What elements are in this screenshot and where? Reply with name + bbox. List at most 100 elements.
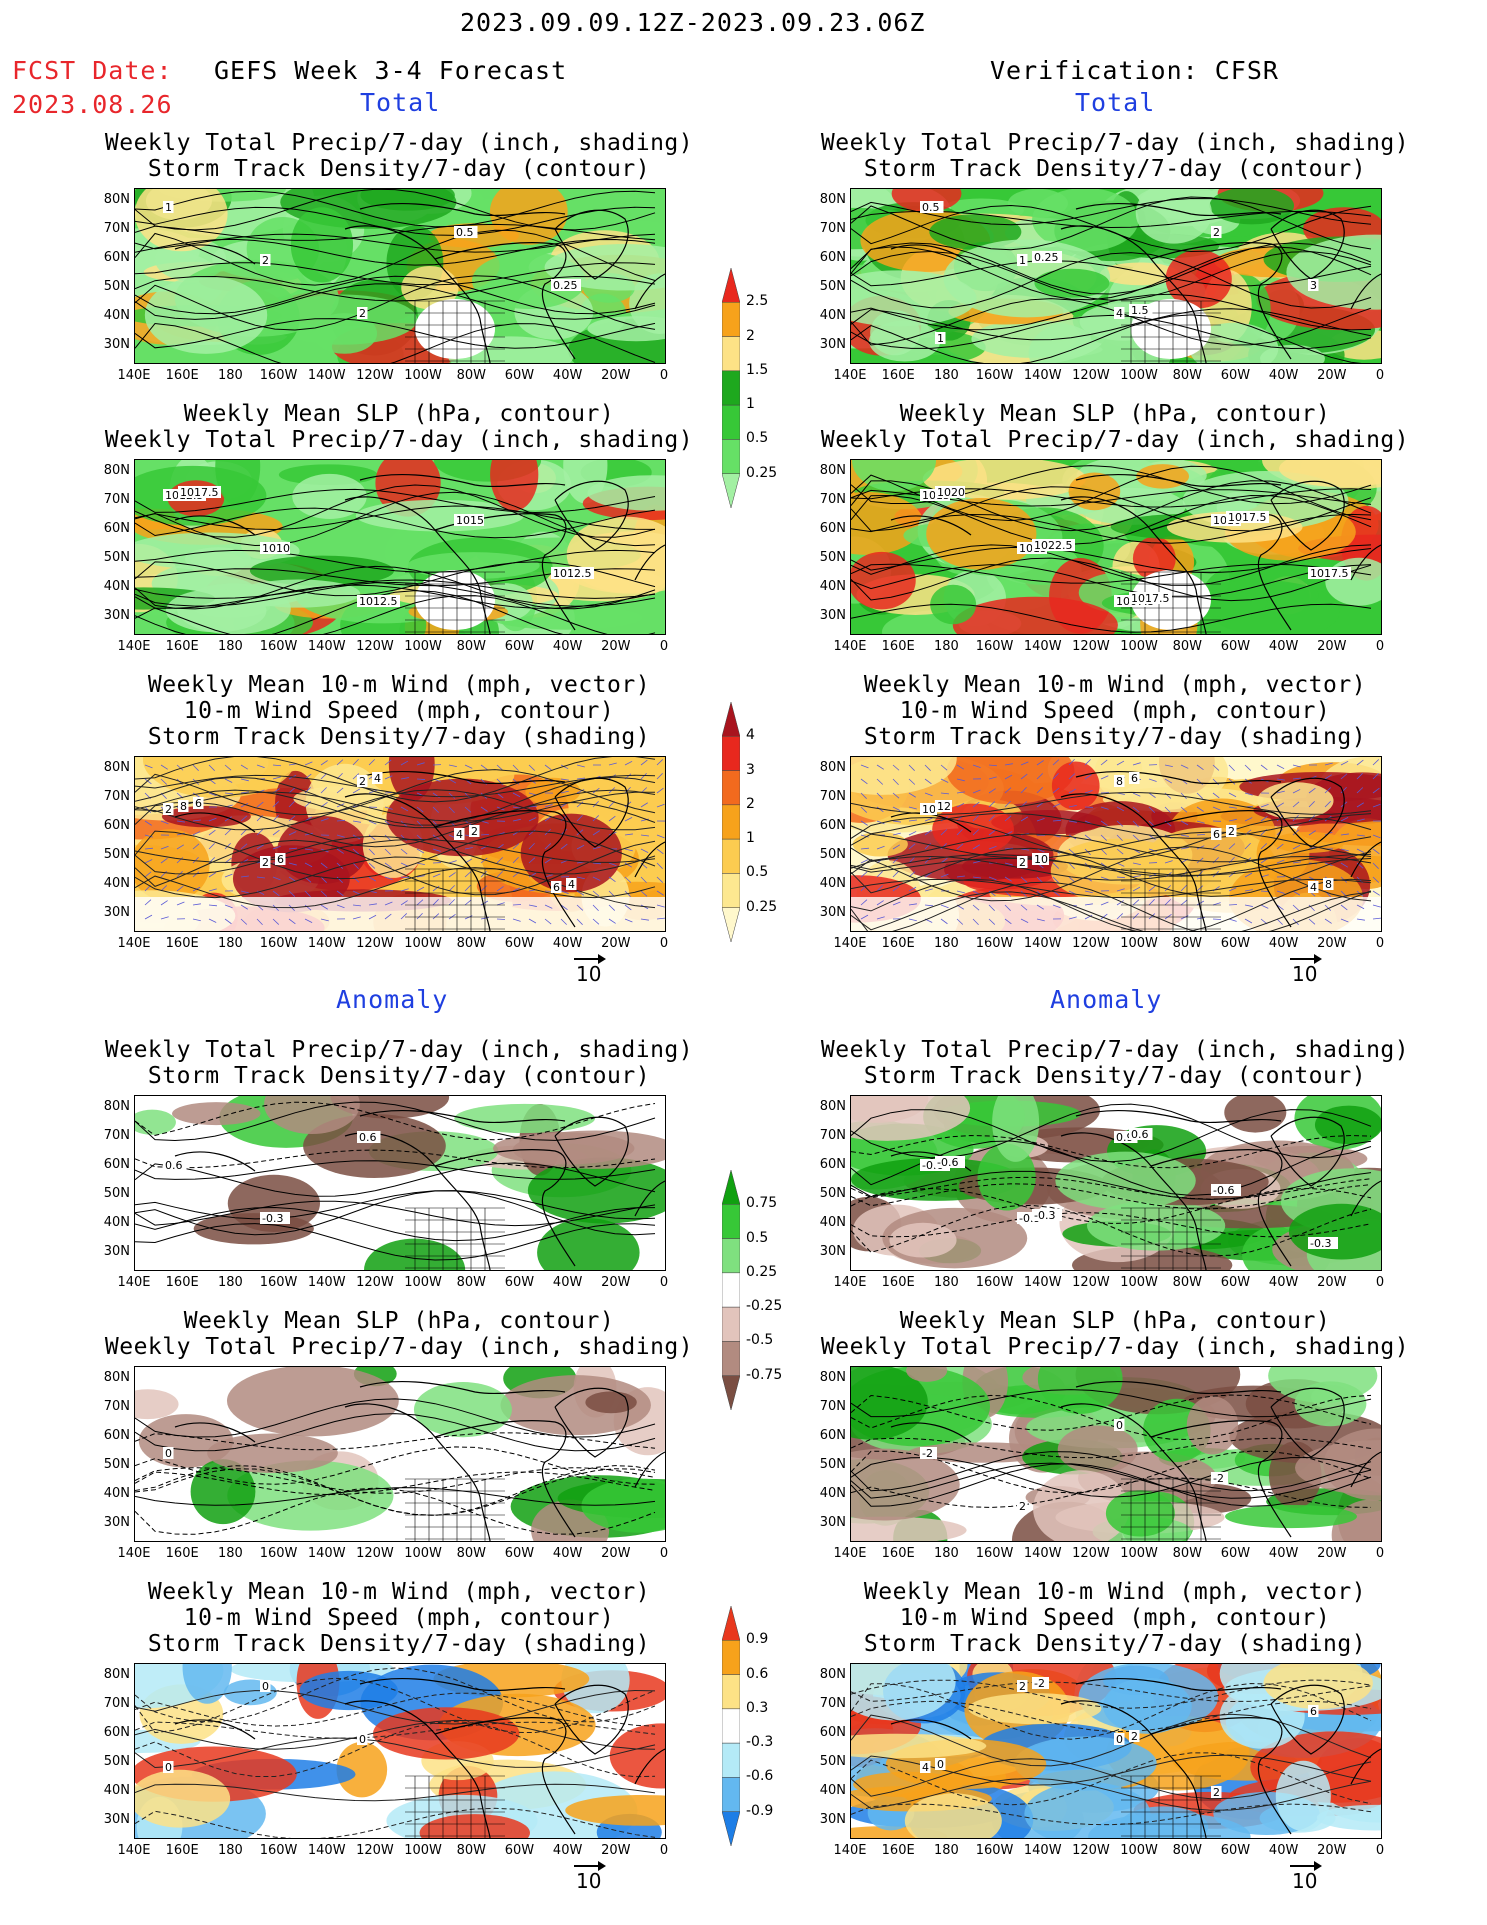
forecast-wind-total-contour-label: 2 xyxy=(165,803,172,816)
lat-tick-label: 60N xyxy=(103,1428,130,1443)
lon-tick-label: 120W xyxy=(356,639,394,654)
verification-slp-total-contour-label: 1017.5 xyxy=(1131,592,1170,605)
lon-tick-label: 0 xyxy=(659,936,669,951)
lon-tick-label: 140E xyxy=(833,639,867,654)
lon-tick-label: 80W xyxy=(1172,1546,1202,1561)
verification-wind-anom-contour-label: 0 xyxy=(937,1758,944,1771)
lon-tick-label: 60W xyxy=(504,1275,535,1290)
verification-precip-total-contour-label: 3 xyxy=(1310,279,1317,292)
lat-tick-label: 50N xyxy=(819,1186,846,1201)
lon-tick-label: 160W xyxy=(975,1275,1014,1290)
verification-precip-anom-map: -0.6 -0.9 0.9 -0.6 -0.3 -0.6 -0.3 0.6 xyxy=(850,1095,1382,1271)
verification-wind-anom-contour-label: 4 xyxy=(922,1761,929,1774)
lon-tick-label: 160E xyxy=(165,1275,199,1290)
forecast-precip-total-contour-label: 0.25 xyxy=(553,279,578,292)
lat-tick-label: 50N xyxy=(819,847,846,862)
forecast-wind-total-title-3: Storm Track Density/7-day (shading) xyxy=(147,724,651,750)
verification-slp-total-map: 101510151007.510101017.510201022.51017.5… xyxy=(850,459,1382,635)
verification-precip-anom-contour-label: -0.6 xyxy=(1213,1184,1234,1197)
lon-tick-label: 100W xyxy=(1120,1843,1158,1858)
forecast-wind-anom-title-1: Weekly Mean 10-m Wind (mph, vector) xyxy=(147,1579,651,1605)
lon-tick-label: 180 xyxy=(217,368,243,383)
vector-reference-label: 10 xyxy=(576,962,602,986)
lon-tick-label: 180 xyxy=(933,1546,959,1561)
verification-precip-total-contour-label: 0.25 xyxy=(1034,251,1059,264)
lat-tick-label: 70N xyxy=(819,1696,846,1711)
lon-tick-label: 160E xyxy=(881,639,915,654)
lon-tick-label: 180 xyxy=(217,936,243,951)
precip-anomaly-colorbar-tick-label: -0.5 xyxy=(746,1332,774,1349)
lat-tick-label: 60N xyxy=(103,1725,130,1740)
precip-total-colorbar-tick-label: 2 xyxy=(746,327,755,344)
lon-tick-label: 60W xyxy=(504,368,535,383)
storm-anomaly-colorbar-tick-label: 0.3 xyxy=(746,1699,769,1716)
lon-tick-label: 140W xyxy=(307,639,346,654)
lon-tick-label: 20W xyxy=(1317,1843,1347,1858)
verification-wind-total-title-2: 10-m Wind Speed (mph, contour) xyxy=(899,698,1331,724)
arrowhead-icon xyxy=(598,954,606,964)
storm-anomaly-colorbar-tick-label: -0.9 xyxy=(746,1802,774,1819)
lon-tick-label: 160W xyxy=(259,1843,298,1858)
verification-wind-anom-title-3: Storm Track Density/7-day (shading) xyxy=(863,1631,1367,1657)
lon-tick-label: 40W xyxy=(552,1275,583,1290)
lon-tick-label: 140W xyxy=(307,1843,346,1858)
lon-tick-label: 160E xyxy=(165,936,199,951)
lon-tick-label: 20W xyxy=(1317,368,1347,383)
lon-tick-label: 0 xyxy=(1375,1275,1385,1290)
forecast-wind-total-contour-label: 2 xyxy=(359,775,366,788)
lat-tick-label: 30N xyxy=(819,337,846,352)
fcst-date-label: FCST Date: xyxy=(12,56,173,85)
forecast-wind-total-contour-label: 4 xyxy=(374,772,381,785)
lat-tick-label: 60N xyxy=(103,250,130,265)
lon-tick-label: 20W xyxy=(1317,1546,1347,1561)
lon-tick-label: 140E xyxy=(833,1546,867,1561)
lat-tick-label: 50N xyxy=(819,1457,846,1472)
lat-tick-label: 60N xyxy=(819,1157,846,1172)
lat-tick-label: 70N xyxy=(819,1399,846,1414)
lon-tick-label: 20W xyxy=(1317,1275,1347,1290)
precip-total-colorbar-tick-label: 1 xyxy=(746,396,755,413)
verification-precip-anom-contour-label: -0.6 xyxy=(937,1156,958,1169)
forecast-wind-anom-contour-label: 0 xyxy=(165,1761,172,1774)
lon-tick-label: 0 xyxy=(659,1843,669,1858)
lat-tick-label: 40N xyxy=(103,308,130,323)
lon-tick-label: 160W xyxy=(975,936,1014,951)
lon-tick-label: 100W xyxy=(404,936,442,951)
lat-tick-label: 80N xyxy=(819,760,846,775)
forecast-precip-anom-map: 0.6 -0.3 0.6 xyxy=(134,1095,666,1271)
verification-slp-total-contour-label: 1020 xyxy=(937,486,965,499)
lon-tick-label: 0 xyxy=(1375,1843,1385,1858)
lat-tick-label: 50N xyxy=(103,279,130,294)
precip-anomaly-colorbar-tick-label: 0.75 xyxy=(746,1195,778,1212)
lat-tick-label: 60N xyxy=(819,250,846,265)
lat-tick-label: 80N xyxy=(103,192,130,207)
lon-tick-label: 160W xyxy=(975,368,1014,383)
verification-slp-anom-contour-label: 0 xyxy=(1116,1419,1123,1432)
forecast-wind-total-contour-label: 6 xyxy=(553,881,560,894)
vector-reference-arrow-icon xyxy=(574,958,602,960)
lon-tick-label: 60W xyxy=(1220,1275,1251,1290)
lon-tick-label: 80W xyxy=(456,1546,486,1561)
verification-wind-anom-contour-label: -2 xyxy=(1034,1677,1045,1690)
forecast-wind-total-contour-label: 8 xyxy=(180,800,187,813)
lon-tick-label: 100W xyxy=(1120,368,1158,383)
lon-tick-label: 40W xyxy=(1268,1275,1299,1290)
lon-tick-label: 60W xyxy=(1220,368,1251,383)
lat-tick-label: 30N xyxy=(819,608,846,623)
verification-precip-total-contour-label: 0.5 xyxy=(922,201,940,214)
forecast-slp-anom-map: 0 xyxy=(134,1366,666,1542)
lon-tick-label: 20W xyxy=(1317,936,1347,951)
forecast-wind-total-contour-label: 4 xyxy=(568,878,575,891)
lat-tick-label: 40N xyxy=(819,308,846,323)
lat-tick-label: 50N xyxy=(819,279,846,294)
forecast-precip-anom-contour-label: 0.6 xyxy=(165,1159,183,1172)
lat-tick-label: 40N xyxy=(819,1486,846,1501)
forecast-precip-total-map: 1 2 2 0.5 0.25 xyxy=(134,188,666,364)
lon-tick-label: 40W xyxy=(1268,639,1299,654)
storm-total-colorbar-tick-label: 3 xyxy=(746,761,755,778)
storm-anomaly-colorbar-tick-label: 0.9 xyxy=(746,1631,769,1648)
lat-tick-label: 60N xyxy=(819,818,846,833)
lon-tick-label: 160W xyxy=(975,639,1014,654)
lon-tick-label: 80W xyxy=(1172,1275,1202,1290)
